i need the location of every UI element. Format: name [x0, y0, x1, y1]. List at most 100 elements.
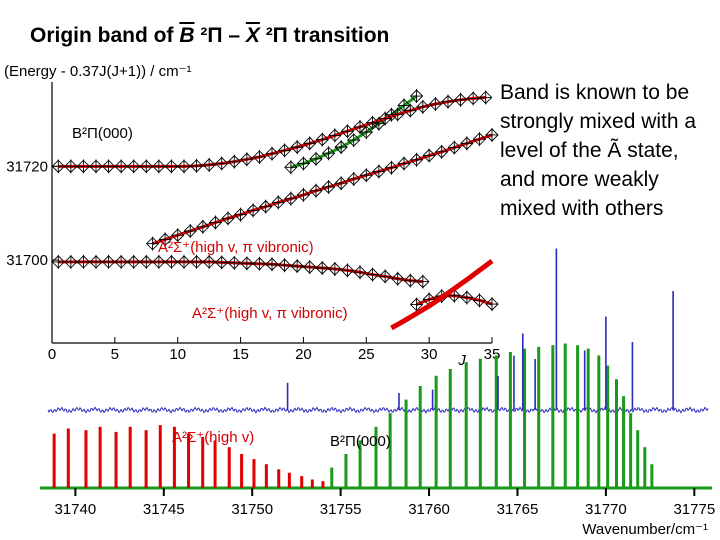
spectrum-line-blue: [521, 333, 524, 410]
spectrum-line-green: [629, 413, 633, 488]
upper-data-point: [315, 261, 329, 276]
annotation-b-state-lower: B²Π(000): [330, 433, 391, 450]
upper-data-point: [89, 159, 103, 174]
upper-data-point: [441, 94, 455, 109]
upper-data-point: [365, 267, 380, 282]
cross-marker: [259, 199, 272, 214]
spectrum-line-red: [172, 426, 176, 488]
upper-data-point: [183, 223, 197, 238]
upper-y-axis-label: (Energy - 0.37J(J+1)) / cm⁻¹: [4, 63, 192, 80]
spectrum-line-green: [576, 345, 580, 488]
upper-data-point: [328, 261, 342, 276]
diamond-marker: [447, 140, 461, 155]
upper-data-point: [246, 203, 260, 218]
upper-data-point: [290, 259, 304, 274]
upper-x-tick-label: 30: [421, 346, 438, 363]
cross-marker: [423, 148, 436, 163]
cross-marker: [291, 140, 304, 155]
upper-data-point: [372, 164, 386, 179]
cross-marker: [398, 156, 410, 171]
spectrum-line-blue: [431, 389, 434, 410]
upper-data-point: [277, 143, 292, 158]
diamond-marker: [315, 261, 329, 275]
spectrum-line-blue: [631, 342, 634, 410]
diamond-marker: [403, 274, 417, 288]
upper-data-point: [321, 179, 336, 194]
upper-data-point: [485, 127, 499, 142]
cross-marker: [178, 254, 190, 269]
upper-data-point: [303, 260, 317, 275]
spectrum-line-blue: [583, 350, 586, 410]
cross-marker: [77, 159, 90, 174]
spectrum-line-green: [344, 454, 348, 488]
diamond-marker: [252, 150, 267, 164]
mixing-note: Band is known to be strongly mixed with …: [500, 81, 697, 220]
spectrum-line-green: [434, 375, 438, 488]
cross-marker: [127, 159, 140, 174]
cross-marker: [467, 91, 480, 106]
upper-data-point: [202, 254, 216, 269]
title-mid: ²Π –: [194, 24, 246, 47]
upper-data-point: [76, 159, 91, 174]
cross-marker: [416, 99, 429, 114]
upper-data-point: [378, 111, 392, 126]
upper-x-tick-label: 20: [295, 346, 312, 363]
cross-marker: [253, 149, 266, 164]
upper-x-tick-label: 0: [48, 346, 56, 363]
upper-data-point: [347, 133, 361, 148]
upper-data-point: [51, 159, 65, 174]
lower-x-tick-label: 31755: [320, 501, 362, 518]
cross-marker: [247, 203, 260, 218]
upper-data-point: [208, 215, 223, 230]
spectrum-line-blue: [605, 316, 607, 410]
spectrum-line-green: [551, 345, 555, 488]
upper-data-point: [265, 146, 279, 161]
cross-marker: [165, 254, 178, 269]
upper-data-point: [340, 124, 355, 139]
lower-x-axis-label: Wavenumber/cm⁻¹: [582, 521, 708, 538]
diamond-marker: [271, 195, 285, 210]
upper-data-point: [391, 107, 405, 122]
upper-data-point: [189, 158, 204, 173]
cross-marker: [322, 179, 335, 194]
lower-x-tick-label: 31745: [143, 501, 185, 518]
upper-data-point: [145, 236, 160, 251]
cross-marker: [215, 255, 228, 270]
upper-x-tick-label: 15: [232, 346, 249, 363]
spectrum-line-green: [597, 355, 601, 488]
lower-x-tick-label: 31740: [55, 501, 97, 518]
upper-data-point: [472, 293, 487, 308]
spectrum-line-red: [252, 459, 256, 488]
diamond-marker: [183, 224, 197, 238]
cross-marker: [140, 159, 153, 174]
cross-marker: [140, 254, 153, 269]
spectrum-line-red: [300, 476, 304, 488]
diamond-marker: [334, 140, 348, 154]
cross-marker: [391, 271, 404, 286]
upper-data-point: [309, 183, 323, 198]
upper-data-point: [227, 255, 241, 270]
cross-marker: [146, 236, 159, 251]
diamond-marker: [202, 158, 216, 172]
diamond-marker: [315, 132, 329, 147]
lower-x-tick-label: 31765: [497, 501, 539, 518]
upper-data-point: [347, 171, 361, 186]
upper-data-point: [127, 159, 141, 174]
upper-data-point: [353, 119, 367, 134]
upper-data-point: [334, 140, 348, 155]
cross-marker: [190, 254, 203, 269]
upper-data-point: [252, 256, 267, 271]
upper-data-point: [334, 176, 348, 191]
spectrum-line-green: [448, 369, 452, 488]
cross-marker: [209, 215, 222, 230]
spectrum-line-red: [114, 431, 118, 488]
cross-marker: [215, 156, 228, 171]
spectrum-line-green: [643, 447, 647, 488]
upper-data-point: [384, 160, 399, 175]
upper-data-point: [189, 254, 204, 269]
upper-data-point: [321, 146, 336, 161]
spectrum-line-green: [563, 343, 567, 488]
cross-marker: [165, 159, 178, 174]
cross-marker: [310, 183, 322, 198]
lower-x-tick-label: 31760: [408, 501, 450, 518]
